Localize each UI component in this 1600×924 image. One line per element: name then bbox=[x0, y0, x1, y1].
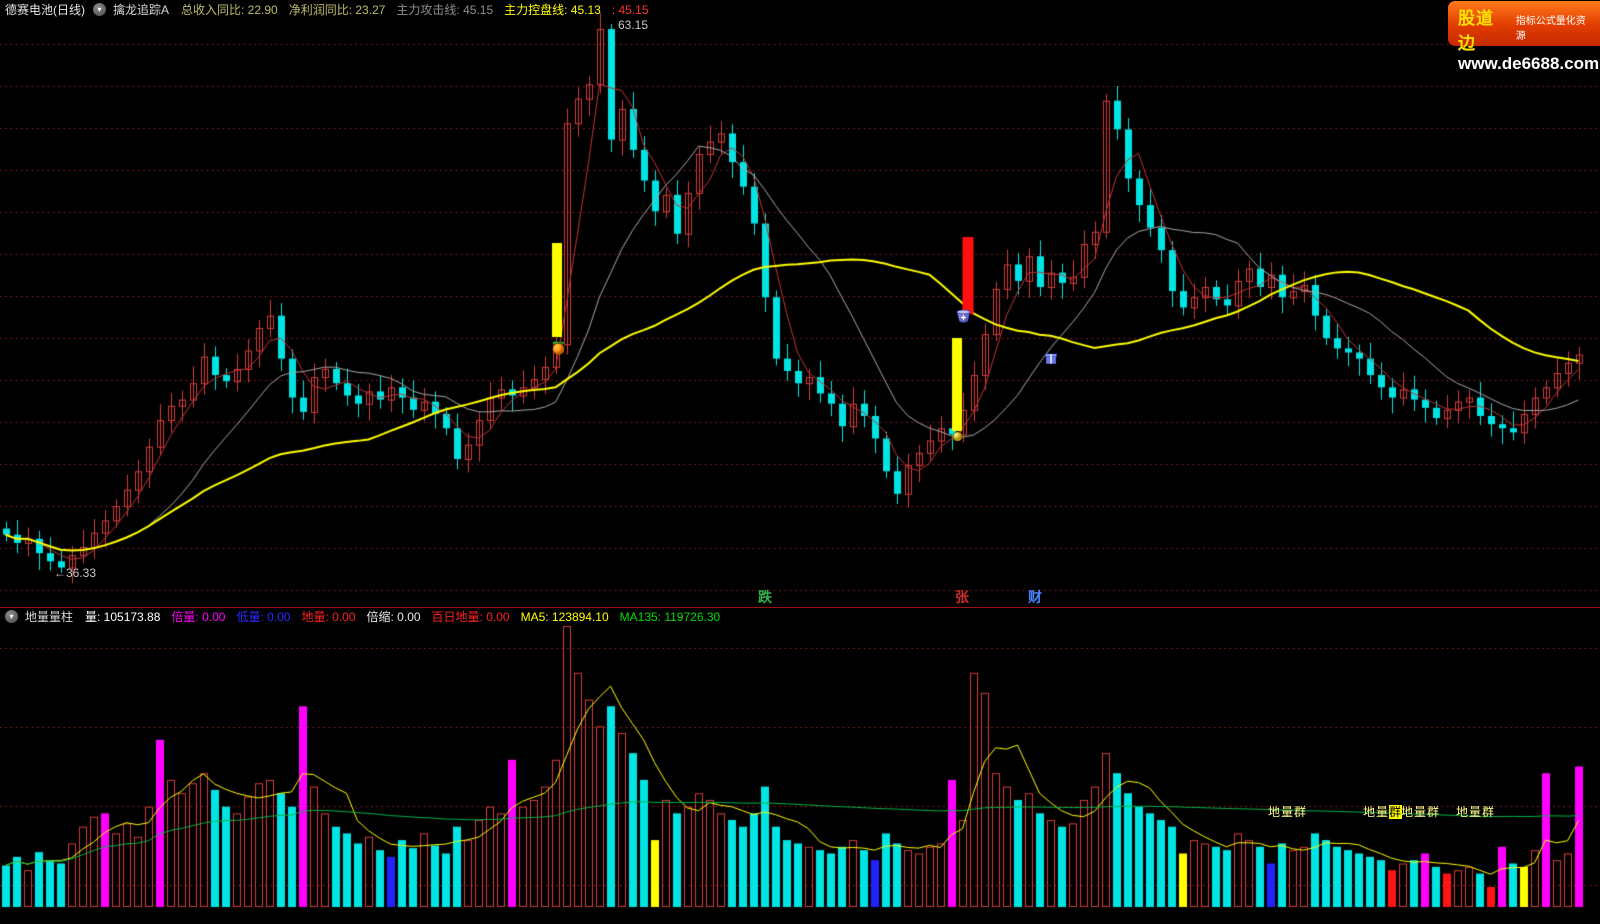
volume-stat: 百日地量: 0.00 bbox=[431, 610, 510, 624]
top-bar-stat: 主力控盘线: 45.13 bbox=[504, 2, 601, 17]
stock-title: 德赛电池(日线) bbox=[5, 2, 85, 17]
top-bar-stat: 主力攻击线: 45.15 bbox=[396, 2, 494, 17]
brand-name: 股道边 bbox=[1458, 9, 1494, 53]
volume-stat: 地量: 0.00 bbox=[301, 610, 356, 624]
brand-tagline: 指标公式量化资源 bbox=[1515, 16, 1586, 42]
top-bar-stat: 净利润同比: 23.27 bbox=[288, 2, 386, 17]
volume-indicator-values: 量: 105173.88 倍量: 0.00 低量: 0.00 地量: 0.00 倍缩: … bbox=[85, 608, 731, 625]
main-indicator-name: 擒龙追踪A bbox=[113, 2, 170, 17]
volume-stat: 倍缩: 0.00 bbox=[366, 610, 421, 624]
volume-stat: 倍量: 0.00 bbox=[171, 610, 226, 624]
volume-stat: 量: 105173.88 bbox=[85, 610, 161, 624]
volume-stat: MA5: 123894.10 bbox=[520, 610, 609, 624]
volume-indicator-name: 地量量柱 bbox=[25, 610, 74, 624]
top-bar-stat: : 45.15 bbox=[611, 2, 649, 17]
volume-stat: MA135: 119726.30 bbox=[619, 610, 721, 624]
top-bar-stat: 总收入同比: 22.90 bbox=[181, 2, 278, 17]
volume-stat: 低量: 0.00 bbox=[236, 610, 291, 624]
main-indicator-values: 总收入同比: 22.90 净利润同比: 23.27 主力攻击线: 45.15 主力控盘… bbox=[181, 1, 660, 18]
volume-header-bar: ▾ 地量量柱 量: 105173.88 倍量: 0.00 低量: 0.00 地量: 0… bbox=[0, 608, 731, 625]
collapse-icon[interactable]: ▾ bbox=[5, 610, 18, 623]
panel-separator bbox=[0, 607, 1600, 608]
brand-logo[interactable]: 股道边 指标公式量化资源 www.de6688.com bbox=[1448, 1, 1600, 73]
collapse-icon[interactable]: ▾ bbox=[93, 2, 106, 16]
top-header-bar: 德赛电池(日线) ▾ 擒龙追踪A 总收入同比: 22.90 净利润同比: 23.2… bbox=[0, 0, 660, 18]
brand-url: www.de6688.com bbox=[1458, 54, 1600, 73]
